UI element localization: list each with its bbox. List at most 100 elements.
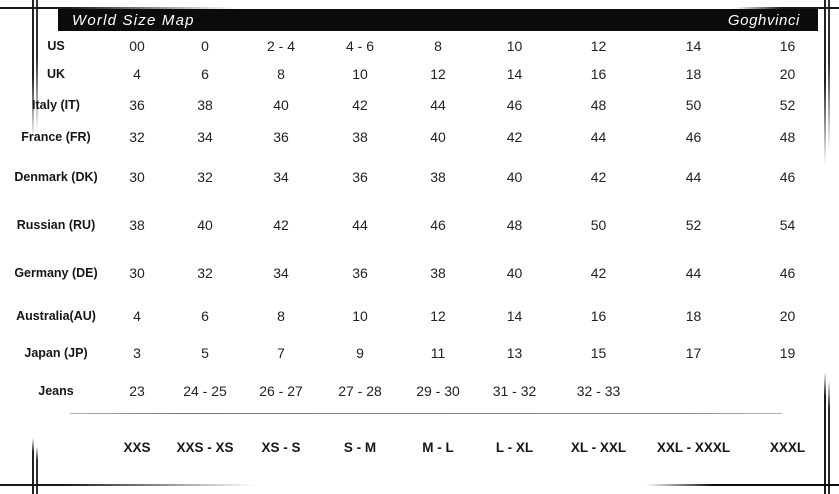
size-cell: 31 - 32 xyxy=(492,383,537,399)
table-row: Russian (RU) 38 40 42 44 46 48 50 52 54 xyxy=(6,201,832,249)
table-divider xyxy=(70,413,782,414)
size-cell: 44 xyxy=(590,129,607,145)
size-cell: L - XL xyxy=(495,439,534,455)
size-cell: 42 xyxy=(506,129,523,145)
size-cell: 15 xyxy=(590,345,607,361)
table-row: Jeans 23 24 - 25 26 - 27 27 - 28 29 - 30 31 - … xyxy=(6,371,832,411)
size-cell: 34 xyxy=(273,265,289,281)
size-cell: 54 xyxy=(779,217,796,233)
size-cell: 10 xyxy=(506,38,523,54)
size-cell: 16 xyxy=(590,66,607,82)
row-label: Denmark (DK) xyxy=(14,169,98,184)
size-cell: XXL - XXXL xyxy=(656,439,731,455)
table-row: France (FR) 32 34 36 38 40 42 44 46 48 xyxy=(6,121,832,153)
size-cell: 32 xyxy=(129,129,145,145)
size-cell: XL - XXL xyxy=(570,439,627,455)
size-cell: 40 xyxy=(197,217,213,233)
size-cell: 40 xyxy=(506,265,523,281)
header-bar: World Size Map Goghvinci xyxy=(58,9,818,31)
size-cell: 44 xyxy=(352,217,368,233)
size-cell: 38 xyxy=(129,217,145,233)
size-cell: 20 xyxy=(779,66,796,82)
size-cell: 24 - 25 xyxy=(183,383,227,399)
size-cell: 38 xyxy=(352,129,368,145)
size-cell: M - L xyxy=(422,439,454,455)
size-cell: 34 xyxy=(273,169,289,185)
size-cell: 44 xyxy=(685,265,702,281)
size-label-row: XXS XXS - XS XS - S S - M M - L L - XL XL - XX… xyxy=(6,425,832,469)
size-cell: XS - S xyxy=(261,439,301,455)
size-cell: 16 xyxy=(590,308,607,324)
size-cell: 52 xyxy=(779,97,796,113)
size-cell: 4 xyxy=(133,308,141,324)
size-cell: 8 xyxy=(277,66,285,82)
size-cell: 42 xyxy=(590,265,607,281)
size-cell: 40 xyxy=(506,169,523,185)
table-row: UK 4 6 8 10 12 14 16 18 20 xyxy=(6,59,832,89)
row-label: UK xyxy=(46,66,66,81)
row-label: Jeans xyxy=(38,383,74,398)
size-cell: 40 xyxy=(273,97,289,113)
brand-name: Goghvinci xyxy=(727,11,800,29)
size-cell: 11 xyxy=(430,345,446,361)
size-cell: 14 xyxy=(506,66,523,82)
size-cell: 10 xyxy=(352,308,368,324)
size-cell: 4 - 6 xyxy=(345,38,374,54)
size-cell: 48 xyxy=(590,97,607,113)
size-cell: 48 xyxy=(506,217,523,233)
size-cell: 29 - 30 xyxy=(416,383,460,399)
size-cell: 20 xyxy=(779,308,796,324)
row-label: US xyxy=(47,38,65,53)
size-cell: 40 xyxy=(430,129,446,145)
size-cell: 48 xyxy=(779,129,796,145)
size-cell: 36 xyxy=(129,97,145,113)
size-cell: 30 xyxy=(129,265,145,281)
size-cell: 46 xyxy=(779,265,796,281)
size-cell: 12 xyxy=(430,308,446,324)
size-cell: 38 xyxy=(197,97,213,113)
table-row: Italy (IT) 36 38 40 42 44 46 48 50 52 xyxy=(6,89,832,121)
size-cell: 52 xyxy=(685,217,702,233)
size-cell: 18 xyxy=(685,66,702,82)
size-cell: 36 xyxy=(273,129,289,145)
row-label: Germany (DE) xyxy=(14,265,98,280)
size-cell: 18 xyxy=(685,308,702,324)
row-label: France (FR) xyxy=(21,129,91,144)
size-cell: 5 xyxy=(201,345,209,361)
size-cell: 42 xyxy=(273,217,289,233)
table-row: Denmark (DK) 30 32 34 36 38 40 42 44 46 xyxy=(6,153,832,201)
size-cell: 38 xyxy=(430,265,446,281)
size-cell: S - M xyxy=(343,439,377,455)
size-cell: 50 xyxy=(685,97,702,113)
size-cell: 34 xyxy=(197,129,213,145)
size-cell: 14 xyxy=(506,308,523,324)
size-cell: 17 xyxy=(685,345,702,361)
size-cell: 16 xyxy=(779,38,796,54)
size-cell: 46 xyxy=(430,217,446,233)
row-label: Japan (JP) xyxy=(24,345,88,360)
size-cell: 12 xyxy=(430,66,446,82)
size-cell: 42 xyxy=(590,169,607,185)
size-cell: 8 xyxy=(277,308,285,324)
size-cell: 23 xyxy=(129,383,145,399)
size-cell: 6 xyxy=(201,308,209,324)
table-row: Australia(AU) 4 6 8 10 12 14 16 18 20 xyxy=(6,297,832,335)
size-cell: 46 xyxy=(779,169,796,185)
size-cell: 00 xyxy=(129,38,145,54)
size-cell: 42 xyxy=(352,97,368,113)
size-cell: 6 xyxy=(201,66,209,82)
size-cell: 44 xyxy=(430,97,446,113)
size-cell: 44 xyxy=(685,169,702,185)
size-cell: 3 xyxy=(133,345,141,361)
row-label: Australia(AU) xyxy=(16,308,96,323)
size-cell: 19 xyxy=(779,345,796,361)
size-cell: 36 xyxy=(352,265,368,281)
size-cell: XXS xyxy=(123,439,151,455)
size-cell: 4 xyxy=(133,66,141,82)
size-cell: 0 xyxy=(201,38,209,54)
size-cell: XXXL xyxy=(769,439,806,455)
size-cell: 9 xyxy=(356,345,364,361)
size-cell: 38 xyxy=(430,169,446,185)
